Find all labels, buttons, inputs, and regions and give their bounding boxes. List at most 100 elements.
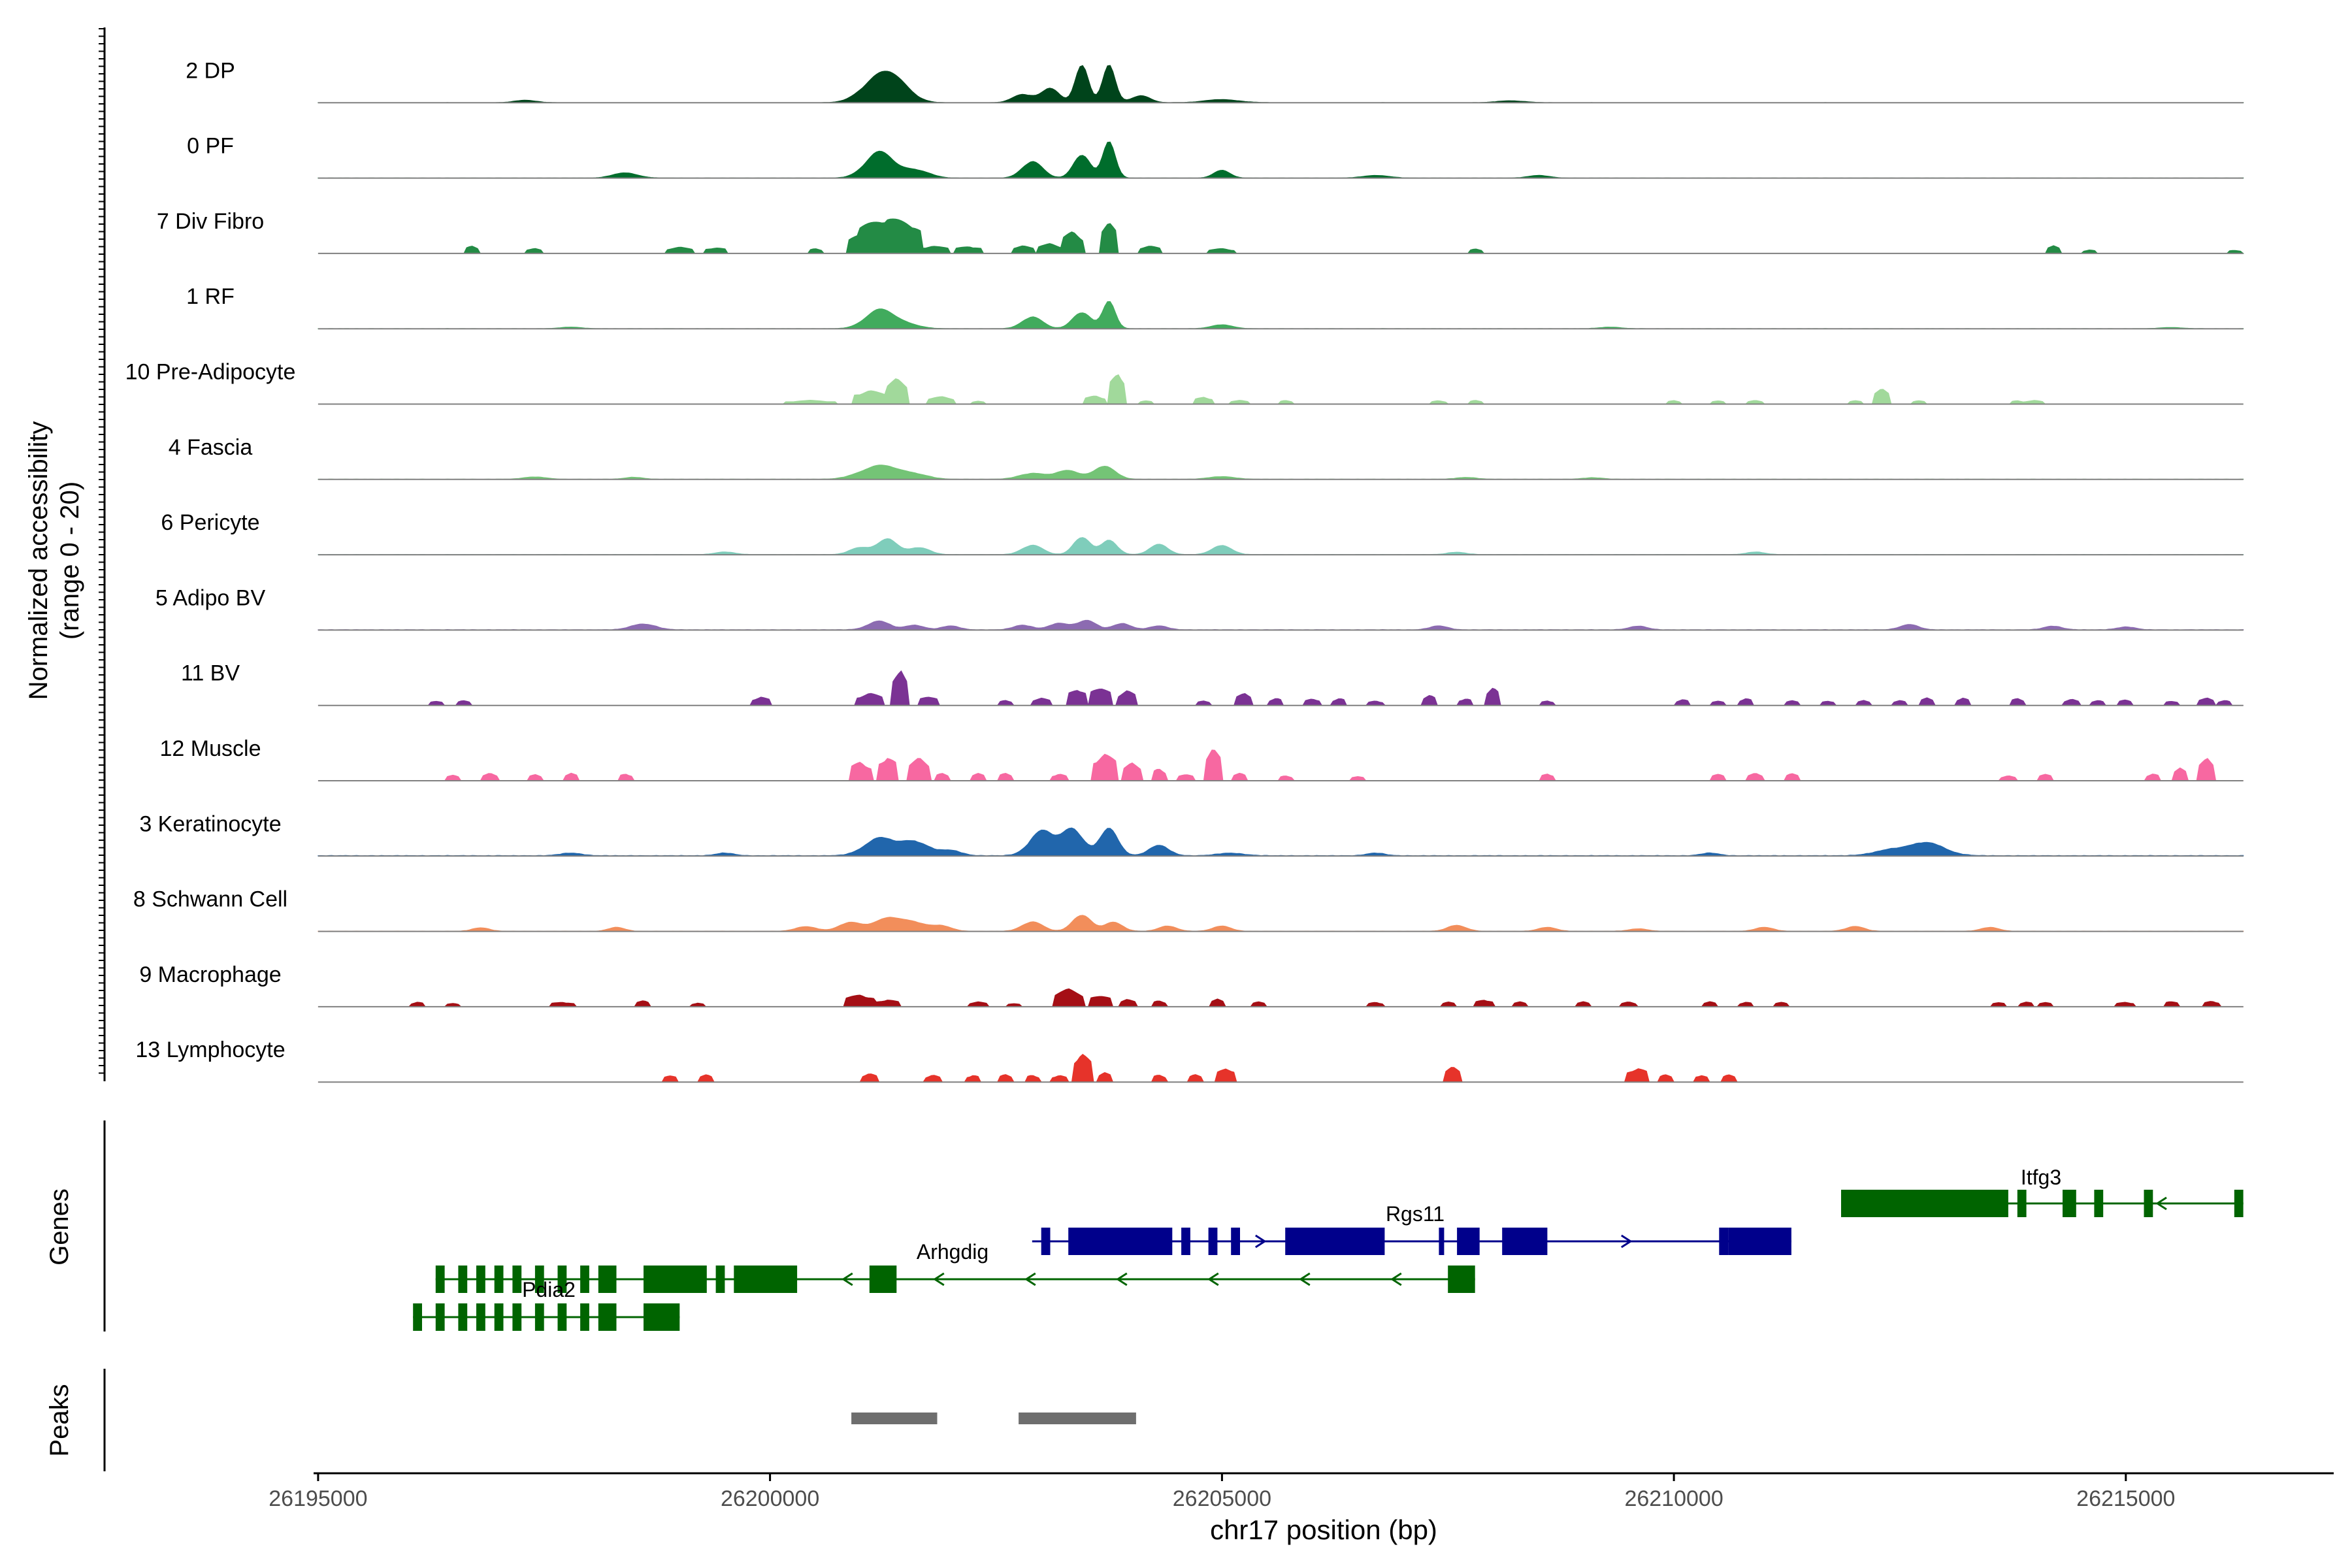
track-10-pre-adipocyte: 10 Pre-Adipocyte xyxy=(125,360,2244,406)
exon xyxy=(1728,1228,1791,1255)
exon xyxy=(1719,1228,1729,1255)
exon xyxy=(715,1266,725,1293)
track-3-keratinocyte: 3 Keratinocyte xyxy=(139,811,2244,857)
exon xyxy=(1231,1228,1240,1255)
exon xyxy=(2063,1190,2076,1217)
exon xyxy=(1181,1228,1190,1255)
strand-arrow xyxy=(1390,1272,1402,1286)
gene-itfg3: Itfg3 xyxy=(1841,1166,2244,1217)
strand-arrow xyxy=(1620,1234,1633,1249)
track-5-adipo-bv: 5 Adipo BV xyxy=(155,585,2244,631)
x-tick-label: 26195000 xyxy=(269,1486,367,1511)
exon xyxy=(869,1266,897,1293)
exon xyxy=(598,1303,617,1331)
exon xyxy=(1502,1228,1548,1255)
track-label: 9 Macrophage xyxy=(139,962,281,987)
exon xyxy=(476,1266,485,1293)
exon xyxy=(734,1266,798,1293)
exon xyxy=(557,1266,567,1293)
strand-arrow xyxy=(1116,1272,1128,1286)
strand-arrow xyxy=(2155,1196,2167,1211)
exon xyxy=(512,1266,522,1293)
track-12-muscle: 12 Muscle xyxy=(160,736,2244,781)
exon xyxy=(512,1303,522,1331)
exon xyxy=(435,1266,445,1293)
track-11-bv: 11 BV xyxy=(181,661,2244,706)
x-tick-label: 26205000 xyxy=(1173,1486,1271,1511)
coverage-panel: Normalized accessibility (range 0 - 20) … xyxy=(24,27,2245,1083)
track-7-div-fibro: 7 Div Fibro xyxy=(157,209,2245,255)
peaks-panel-label: Peaks xyxy=(45,1384,74,1456)
exon xyxy=(494,1303,504,1331)
exon xyxy=(435,1303,445,1331)
exon xyxy=(534,1303,544,1331)
track-label: 4 Fascia xyxy=(169,435,253,460)
exon xyxy=(1448,1266,1475,1293)
track-label: 12 Muscle xyxy=(160,736,261,761)
exon xyxy=(534,1266,544,1293)
exon xyxy=(644,1266,707,1293)
exon xyxy=(598,1266,617,1293)
track-label: 1 RF xyxy=(186,284,235,309)
track-label: 2 DP xyxy=(186,58,235,83)
track-0-pf: 0 PF xyxy=(187,134,2244,179)
strand-arrow xyxy=(1299,1272,1311,1286)
coverage-tracks: 2 DP 0 PF 7 Div Fibro 1 RF 10 Pre-Adipocyte 4… xyxy=(125,58,2245,1083)
track-8-schwann-cell: 8 Schwann Cell xyxy=(133,887,2244,932)
exon xyxy=(1208,1228,1218,1255)
gene-rgs11: Rgs11 xyxy=(1032,1202,1791,1255)
coverage-y-label-line1: Normalized accessibility xyxy=(24,421,53,700)
exon xyxy=(644,1303,680,1331)
track-9-macrophage: 9 Macrophage xyxy=(139,962,2244,1007)
track-label: 6 Pericyte xyxy=(161,510,259,535)
gene-models: Pdia2 Arhgdig Rgs11 Itfg3 xyxy=(413,1166,2244,1331)
gene-arhgdig: Arhgdig xyxy=(413,1240,988,1331)
exon xyxy=(2144,1190,2153,1217)
peak-region xyxy=(851,1413,938,1424)
exon xyxy=(1041,1228,1051,1255)
strand-arrow xyxy=(933,1272,945,1286)
track-label: 10 Pre-Adipocyte xyxy=(125,360,296,385)
exon xyxy=(1068,1228,1173,1255)
track-label: 13 Lymphocyte xyxy=(135,1037,285,1062)
track-6-pericyte: 6 Pericyte xyxy=(161,510,2244,556)
coverage-y-label-line2: (range 0 - 20) xyxy=(56,482,84,640)
coverage-y-ticks xyxy=(99,28,105,1074)
gene-label: Rgs11 xyxy=(1386,1202,1445,1226)
track-label: 0 PF xyxy=(187,134,234,159)
x-tick-label: 26200000 xyxy=(721,1486,819,1511)
peak-region xyxy=(1019,1413,1136,1424)
exon xyxy=(1841,1190,2008,1217)
track-label: 11 BV xyxy=(181,661,240,686)
genes-panel: Genes Pdia2 Arhgdig Rgs11 Itfg3 xyxy=(45,1120,2244,1331)
gene-label: Arhgdig xyxy=(917,1240,988,1264)
exon xyxy=(458,1266,468,1293)
gene-label: Itfg3 xyxy=(2021,1166,2061,1189)
exon xyxy=(1439,1228,1445,1255)
track-1-rf: 1 RF xyxy=(186,284,2244,330)
exon xyxy=(557,1303,567,1331)
gene-label: Pdia2 xyxy=(522,1278,576,1301)
exon xyxy=(580,1303,589,1331)
gene-pdia2: Pdia2 xyxy=(435,1266,1475,1301)
strand-arrow xyxy=(1254,1234,1267,1249)
exon xyxy=(2234,1190,2244,1217)
strand-arrow xyxy=(1207,1272,1219,1286)
exon xyxy=(1285,1228,1385,1255)
peaks-panel: Peaks xyxy=(45,1369,1136,1471)
x-axis-label: chr17 position (bp) xyxy=(1210,1514,1437,1545)
track-4-fascia: 4 Fascia xyxy=(169,435,2244,480)
x-tick-label: 26215000 xyxy=(2076,1486,2175,1511)
track-label: 7 Div Fibro xyxy=(157,209,264,234)
exon xyxy=(2017,1190,2027,1217)
genes-panel-label: Genes xyxy=(45,1188,74,1266)
track-label: 5 Adipo BV xyxy=(155,585,266,610)
track-label: 3 Keratinocyte xyxy=(139,811,281,836)
exon xyxy=(476,1303,485,1331)
exon xyxy=(2094,1190,2104,1217)
exon xyxy=(458,1303,468,1331)
strand-arrow xyxy=(1024,1272,1036,1286)
x-tick-label: 26210000 xyxy=(1624,1486,1723,1511)
